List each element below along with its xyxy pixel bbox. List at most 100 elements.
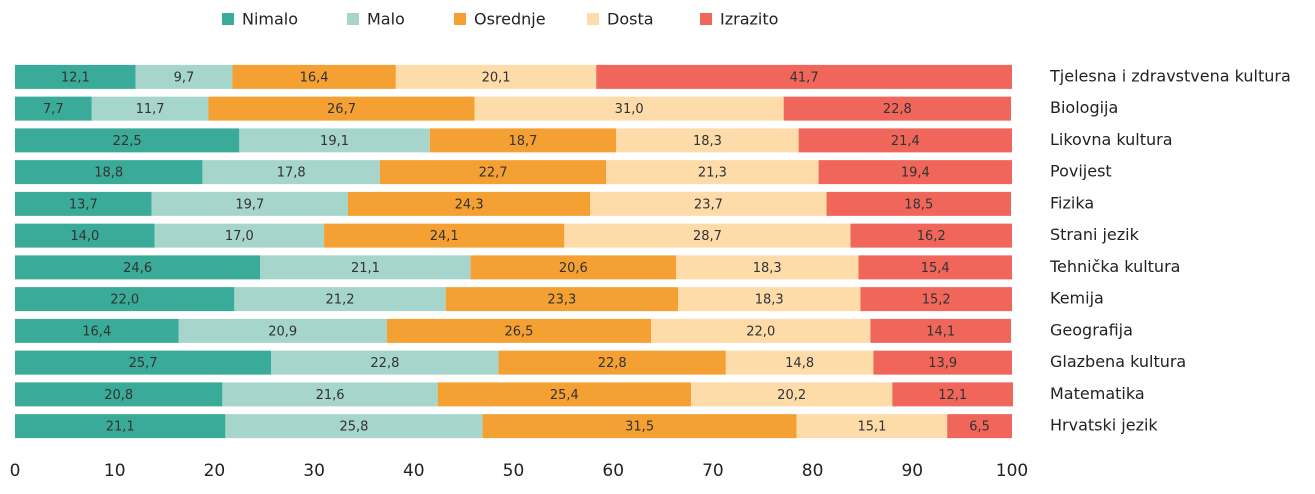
bar-segment: [15, 350, 272, 375]
bar-segment: [616, 128, 799, 153]
data-label: 21,4: [891, 134, 920, 149]
bar-segment: [91, 96, 209, 121]
legend-label: Malo: [367, 10, 405, 29]
data-label: 6,5: [969, 420, 990, 435]
bar-segment: [178, 318, 387, 343]
legend-label: Izrazito: [720, 10, 778, 29]
legend-swatch: [700, 13, 712, 25]
bar-segment: [474, 96, 784, 121]
data-label: 17,8: [277, 166, 306, 181]
bar-segment: [676, 255, 859, 280]
bar-segment: [222, 382, 438, 407]
bar-segment: [826, 191, 1012, 216]
data-label: 31,0: [615, 102, 644, 117]
bar-segment: [15, 128, 240, 153]
legend-label: Dosta: [607, 10, 654, 29]
data-label: 14,1: [926, 324, 955, 339]
data-label: 24,1: [430, 229, 459, 244]
bar-segment: [564, 223, 851, 248]
data-label: 22,8: [370, 356, 399, 371]
data-label: 18,5: [904, 197, 933, 212]
data-label: 9,7: [174, 70, 195, 85]
data-label: 28,7: [693, 229, 722, 244]
x-tick-label: 10: [104, 461, 126, 481]
data-label: 19,1: [320, 134, 349, 149]
bar-segment: [725, 350, 874, 375]
bar-segment: [429, 128, 617, 153]
bar-segment: [15, 160, 203, 185]
legend-swatch: [222, 13, 234, 25]
bar-segment: [15, 255, 261, 280]
data-label: 20,8: [104, 388, 133, 403]
data-label: 18,7: [508, 134, 537, 149]
category-label: Matematika: [1050, 384, 1145, 403]
bar-segment: [395, 64, 597, 89]
data-label: 15,1: [857, 420, 886, 435]
bar-segment: [234, 287, 446, 312]
data-label: 12,1: [61, 70, 90, 85]
data-label: 26,7: [327, 102, 356, 117]
x-tick-label: 100: [996, 461, 1028, 481]
bar-segment: [239, 128, 430, 153]
bar-segment: [15, 64, 136, 89]
data-label: 20,6: [559, 261, 588, 276]
bar-segment: [606, 160, 819, 185]
category-label: Glazbena kultura: [1050, 352, 1186, 371]
bar-segment: [324, 223, 565, 248]
x-tick-label: 30: [303, 461, 325, 481]
bar-segment: [690, 382, 893, 407]
data-label: 15,2: [922, 293, 951, 308]
bar-segment: [271, 350, 499, 375]
bar-segment: [208, 96, 475, 121]
bar-segment: [202, 160, 380, 185]
data-label: 7,7: [43, 102, 64, 117]
data-label: 12,1: [938, 388, 967, 403]
category-label: Tehnička kultura: [1049, 257, 1180, 276]
bar-segment: [482, 414, 797, 439]
x-tick-label: 80: [802, 461, 824, 481]
data-label: 24,3: [455, 197, 484, 212]
data-label: 11,7: [136, 102, 165, 117]
data-label: 20,9: [268, 324, 297, 339]
bar-segment: [15, 191, 152, 216]
bar-segment: [783, 96, 1012, 121]
bar-segment: [796, 414, 948, 439]
legend-label: Osrednje: [474, 10, 546, 29]
x-tick-label: 90: [901, 461, 923, 481]
legend-label: Nimalo: [242, 10, 298, 29]
x-tick-label: 0: [10, 461, 21, 481]
bar-segment: [151, 191, 348, 216]
data-label: 20,1: [482, 70, 511, 85]
x-tick-label: 60: [602, 461, 624, 481]
bar-segment: [498, 350, 726, 375]
data-label: 21,1: [351, 261, 380, 276]
data-label: 16,4: [300, 70, 329, 85]
bar-segment: [15, 287, 235, 312]
category-label: Kemija: [1050, 289, 1104, 308]
x-tick-label: 50: [503, 461, 525, 481]
bar-segment: [15, 318, 179, 343]
bar-segment: [260, 255, 471, 280]
data-label: 23,3: [547, 293, 576, 308]
data-label: 22,7: [479, 166, 508, 181]
data-label: 18,3: [755, 293, 784, 308]
legend-swatch: [347, 13, 359, 25]
bar-segment: [15, 223, 155, 248]
bar-segment: [678, 287, 861, 312]
data-label: 19,7: [235, 197, 264, 212]
bar-segment: [860, 287, 1012, 312]
data-label: 16,4: [82, 324, 111, 339]
category-label: Likovna kultura: [1050, 130, 1173, 149]
data-label: 14,8: [785, 356, 814, 371]
x-tick-label: 40: [403, 461, 425, 481]
data-label: 16,2: [917, 229, 946, 244]
data-label: 13,7: [69, 197, 98, 212]
category-label: Fizika: [1050, 193, 1094, 212]
data-label: 41,7: [790, 70, 819, 85]
bar-segment: [858, 255, 1012, 280]
bar-segment: [15, 96, 92, 121]
bar-segment: [15, 414, 226, 439]
category-label: Biologija: [1050, 98, 1118, 117]
data-label: 21,1: [106, 420, 135, 435]
bar-segment: [445, 287, 679, 312]
